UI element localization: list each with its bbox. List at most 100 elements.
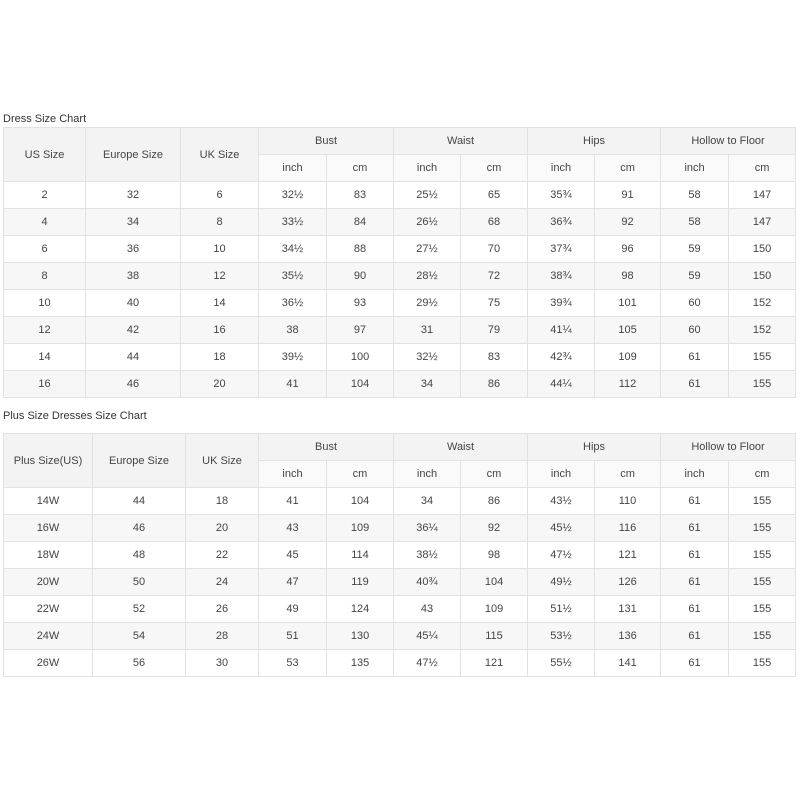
table-cell: 16 [180, 316, 259, 344]
table-cell: 155 [728, 343, 797, 371]
table-cell: 104 [460, 568, 529, 596]
column-header: Waist [393, 127, 529, 155]
unit-header: inch [393, 154, 462, 182]
column-header: Waist [393, 433, 529, 461]
table-cell: 91 [594, 181, 662, 209]
table-row: 6 36 10 34½ 88 27½ 70 37¾ 96 59 150 [3, 235, 797, 263]
column-header: Bust [257, 127, 395, 155]
table-cell: 59 [660, 262, 730, 290]
table-cell: 60 [660, 289, 730, 317]
column-header: Europe Size [85, 127, 181, 182]
column-header: Bust [257, 433, 395, 461]
unit-header: inch [393, 460, 462, 488]
table-cell: 41 [258, 487, 327, 515]
table-cell: 79 [460, 316, 529, 344]
table-cell: 119 [325, 568, 395, 596]
table-cell: 45¼ [393, 622, 462, 650]
table-cell: 109 [460, 595, 529, 623]
table-cell: 61 [660, 595, 730, 623]
column-header: Hips [527, 127, 662, 155]
table-cell: 155 [728, 649, 797, 677]
table-cell: 49 [258, 595, 327, 623]
table-cell: 14W [3, 487, 93, 515]
table-cell: 40¾ [393, 568, 462, 596]
table-cell: 104 [325, 487, 395, 515]
table-row: 24W 54 28 51 130 45¼ 115 53½ 136 61 155 [3, 622, 797, 650]
table-cell: 53 [258, 649, 327, 677]
table-cell: 92 [594, 208, 662, 236]
table-cell: 52 [92, 595, 186, 623]
column-header: Hollow to Floor [660, 127, 797, 155]
table-cell: 109 [594, 343, 662, 371]
table-cell: 86 [460, 370, 529, 398]
table-cell: 155 [728, 514, 797, 542]
table-cell: 96 [594, 235, 662, 263]
table-cell: 98 [594, 262, 662, 290]
table-row: 10 40 14 36½ 93 29½ 75 39¾ 101 60 152 [3, 289, 797, 317]
table-cell: 43 [393, 595, 462, 623]
table-cell: 147 [728, 181, 797, 209]
table-row: 22W 52 26 49 124 43 109 51½ 131 61 155 [3, 595, 797, 623]
table-cell: 58 [660, 208, 730, 236]
unit-header: cm [325, 154, 395, 182]
table-cell: 20 [180, 370, 259, 398]
table-cell: 27½ [393, 235, 462, 263]
table-row: 4 34 8 33½ 84 26½ 68 36¾ 92 58 147 [3, 208, 797, 236]
table-cell: 20 [185, 514, 259, 542]
unit-header: inch [660, 154, 730, 182]
table-cell: 75 [460, 289, 529, 317]
table-cell: 18 [185, 487, 259, 515]
table-cell: 83 [325, 181, 395, 209]
table-cell: 104 [325, 370, 395, 398]
table-cell: 65 [460, 181, 529, 209]
table-cell: 12 [180, 262, 259, 290]
table-cell: 51 [258, 622, 327, 650]
table-row: 12 42 16 38 97 31 79 41¼ 105 60 152 [3, 316, 797, 344]
table-cell: 105 [594, 316, 662, 344]
table-cell: 61 [660, 541, 730, 569]
table-row: 16W 46 20 43 109 36¼ 92 45½ 116 61 155 [3, 514, 797, 542]
header-row: US Size Europe Size UK Size Bust Waist Hips Ho… [3, 127, 797, 182]
table-cell: 36¾ [527, 208, 596, 236]
table-cell: 88 [325, 235, 395, 263]
table-cell: 155 [728, 541, 797, 569]
table-cell: 12 [3, 316, 86, 344]
table-cell: 10 [3, 289, 86, 317]
table-cell: 109 [325, 514, 395, 542]
unit-row: inch cm inch cm inch cm inch cm [4, 154, 797, 182]
table-cell: 29½ [393, 289, 462, 317]
plus-size-table: Plus Size(US) Europe Size UK Size Bust Waist… [3, 433, 797, 677]
table-cell: 97 [325, 316, 395, 344]
dress-size-table: US Size Europe Size UK Size Bust Waist Hips Ho… [3, 127, 797, 398]
table-cell: 98 [460, 541, 529, 569]
table-cell: 61 [660, 343, 730, 371]
table-cell: 121 [460, 649, 529, 677]
table-cell: 58 [660, 181, 730, 209]
column-header: Europe Size [92, 433, 186, 488]
table-cell: 14 [3, 343, 86, 371]
table-cell: 116 [594, 514, 662, 542]
table-row: 8 38 12 35½ 90 28½ 72 38¾ 98 59 150 [3, 262, 797, 290]
table-cell: 44¼ [527, 370, 596, 398]
table-cell: 31 [393, 316, 462, 344]
table-cell: 36¼ [393, 514, 462, 542]
table-row: 20W 50 24 47 119 40¾ 104 49½ 126 61 155 [3, 568, 797, 596]
table-cell: 155 [728, 595, 797, 623]
table-cell: 90 [325, 262, 395, 290]
column-header: US Size [3, 127, 86, 182]
table-cell: 38 [85, 262, 181, 290]
table-cell: 53½ [527, 622, 596, 650]
table-cell: 100 [325, 343, 395, 371]
table-cell: 38½ [393, 541, 462, 569]
table-cell: 47 [258, 568, 327, 596]
column-header: Plus Size(US) [3, 433, 93, 488]
table-cell: 16 [3, 370, 86, 398]
table-cell: 136 [594, 622, 662, 650]
table-cell: 48 [92, 541, 186, 569]
table-cell: 10 [180, 235, 259, 263]
table-cell: 8 [180, 208, 259, 236]
unit-header: inch [258, 460, 327, 488]
table-cell: 61 [660, 568, 730, 596]
table-cell: 155 [728, 568, 797, 596]
column-header: Hips [527, 433, 662, 461]
